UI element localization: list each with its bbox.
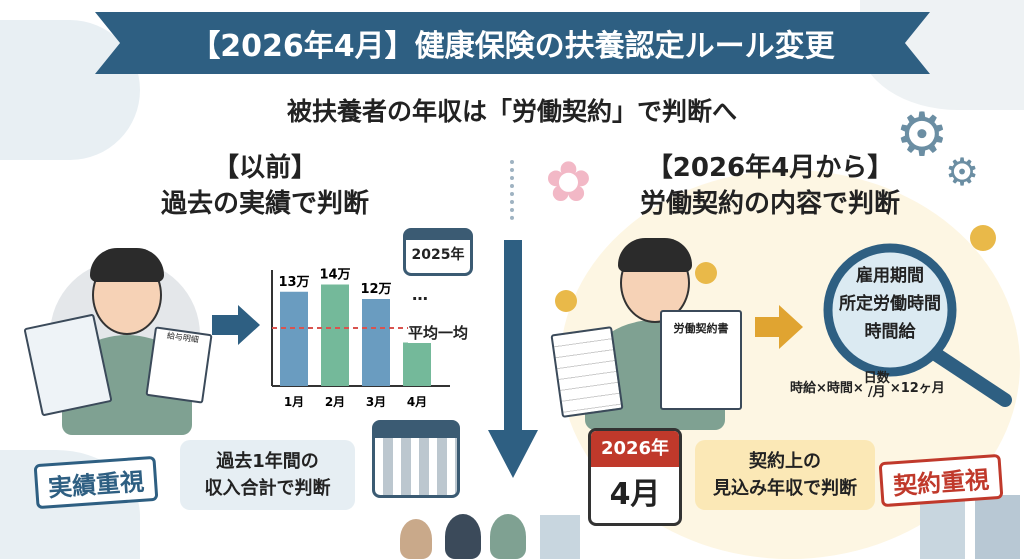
bar-1月 bbox=[280, 291, 308, 386]
divider-dots bbox=[510, 160, 514, 220]
formula-numerator: 日数 bbox=[863, 371, 890, 386]
after-bubble-line2: 見込み年収で判断 bbox=[713, 478, 857, 499]
people-group bbox=[400, 499, 530, 559]
before-tag: 実績重視 bbox=[33, 455, 159, 510]
item-hourly-wage: 時間給 bbox=[864, 322, 916, 342]
doc-label: 給与明細 bbox=[166, 331, 200, 345]
data-label: 14万 bbox=[319, 268, 350, 283]
after-heading-line2: 労働契約の内容で判断 bbox=[639, 189, 900, 219]
data-label: 12万 bbox=[360, 282, 391, 297]
calendar-month: 4月 bbox=[609, 477, 661, 512]
person-woman bbox=[400, 519, 432, 559]
after-tag: 契約重視 bbox=[878, 453, 1004, 508]
coin-icon bbox=[555, 290, 577, 312]
magnifier-icon bbox=[823, 243, 1012, 407]
calendar-year: 2026年 bbox=[591, 431, 679, 467]
magnifier-items: 雇用期間 所定労働時間 時間給 bbox=[820, 262, 960, 346]
calendar-icon bbox=[372, 420, 460, 498]
before-bubble-line1: 過去1年間の bbox=[216, 451, 319, 472]
subtitle: 被扶養者の年収は「労働契約」で判断へ bbox=[286, 97, 737, 126]
gear-icon-small: ⚙ bbox=[945, 150, 980, 194]
calendar-2026-icon: 2026年 4月 bbox=[588, 428, 682, 526]
bg-blob-left bbox=[0, 20, 140, 160]
before-heading-line1: 【以前】 bbox=[212, 153, 317, 183]
before-bubble-line2: 収入合計で判断 bbox=[204, 478, 331, 499]
formula-denominator: /月 bbox=[867, 385, 886, 400]
sakura-icon: ✿ bbox=[545, 150, 592, 215]
average-label: 平均一均 bbox=[408, 322, 469, 343]
building-icon bbox=[540, 515, 580, 559]
coin-icon bbox=[970, 225, 996, 251]
arrow-right-icon-after bbox=[755, 305, 803, 349]
title-banner: 【2026年4月】健康保険の扶養認定ルール変更 bbox=[95, 12, 930, 74]
tick-label: 4月 bbox=[407, 395, 427, 409]
gear-icon: ⚙ bbox=[895, 100, 949, 170]
coin-icon bbox=[695, 262, 717, 284]
tick-label: 2月 bbox=[325, 395, 345, 409]
income-bar-chart: 13万 1月 14万 2月 12万 3月 4月 bbox=[271, 268, 450, 409]
data-label: 13万 bbox=[278, 275, 309, 290]
page-title: 【2026年4月】健康保険の扶養認定ルール変更 bbox=[190, 29, 835, 64]
contract-title: 労働契約書 bbox=[673, 322, 729, 335]
payslip-doc: 給与明細 bbox=[145, 326, 213, 404]
person-suit bbox=[445, 514, 481, 559]
before-heading: 【以前】 過去の実績で判断 bbox=[120, 150, 410, 222]
after-bubble-line1: 契約上の bbox=[749, 451, 821, 472]
building-icon-right bbox=[920, 495, 1020, 559]
after-heading-line1: 【2026年4月から】 bbox=[646, 153, 894, 183]
ellipsis: … bbox=[412, 285, 428, 304]
tick-label: 1月 bbox=[284, 395, 304, 409]
paper-doc bbox=[550, 326, 624, 418]
bar-3月 bbox=[362, 299, 390, 386]
after-heading: 【2026年4月から】 労働契約の内容で判断 bbox=[620, 150, 920, 222]
worker-hair-after bbox=[618, 238, 692, 272]
before-bubble: 過去1年間の 収入合計で判断 bbox=[180, 440, 355, 510]
formula-part2: ×12ヶ月 bbox=[889, 380, 945, 396]
item-employment-period: 雇用期間 bbox=[856, 266, 924, 286]
tick-label: 3月 bbox=[366, 395, 386, 409]
formula-fraction: 日数/月 bbox=[864, 372, 890, 400]
worker-hair bbox=[90, 248, 164, 282]
calendar-year-label: 2025年 bbox=[411, 247, 465, 263]
arrow-down-icon bbox=[488, 240, 538, 478]
bar-2月 bbox=[321, 284, 349, 386]
before-heading-line2: 過去の実績で判断 bbox=[160, 189, 369, 219]
calendar-2025-icon: 2025年 bbox=[403, 228, 473, 276]
person-worker bbox=[490, 514, 526, 559]
after-bubble: 契約上の 見込み年収で判断 bbox=[695, 440, 875, 510]
bar-4月 bbox=[403, 342, 431, 386]
contract-doc: 労働契約書 bbox=[660, 310, 742, 410]
formula: 時給×時間× 日数/月 ×12ヶ月 bbox=[790, 372, 945, 400]
arrow-right-icon bbox=[212, 305, 260, 345]
formula-part1: 時給×時間× bbox=[790, 380, 864, 396]
item-work-hours: 所定労働時間 bbox=[839, 294, 941, 314]
